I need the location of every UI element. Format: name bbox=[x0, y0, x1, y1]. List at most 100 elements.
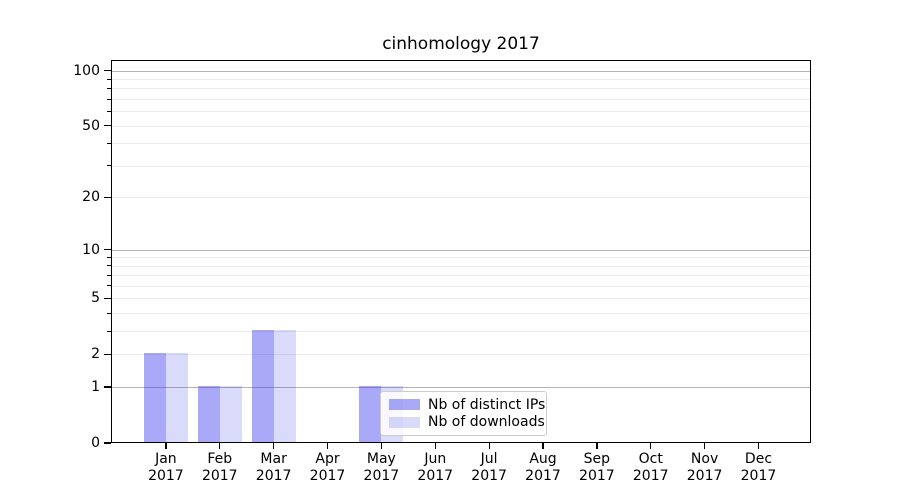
y-minor-tick-mark bbox=[107, 196, 111, 198]
bar-distinct-ips bbox=[359, 386, 382, 442]
legend-swatch-distinct-ips-icon bbox=[389, 399, 420, 411]
x-tick-year: 2017 bbox=[201, 468, 238, 484]
x-tick-mark bbox=[380, 443, 383, 449]
x-tick-mark bbox=[273, 443, 275, 449]
x-tick-label: Mar 2017 bbox=[242, 451, 306, 485]
x-tick-month: Dec bbox=[744, 451, 773, 467]
x-tick-month: May bbox=[366, 451, 396, 467]
legend-item: Nb of distinct IPs bbox=[389, 397, 545, 413]
bar-distinct-ips bbox=[197, 386, 220, 442]
legend-label-distinct-ips: Nb of distinct IPs bbox=[428, 396, 546, 413]
y-tick-mark bbox=[104, 442, 111, 444]
minor-gridline bbox=[112, 99, 810, 101]
x-tick-mark bbox=[650, 443, 652, 449]
x-tick-year: 2017 bbox=[471, 468, 507, 484]
bar-distinct-ips bbox=[143, 353, 166, 442]
bar-downloads bbox=[273, 330, 296, 442]
minor-gridline bbox=[112, 125, 810, 127]
x-tick-label: Jan 2017 bbox=[134, 451, 198, 485]
y-tick-label: 5 bbox=[91, 290, 100, 307]
y-minor-tick-mark bbox=[107, 87, 111, 89]
y-tick-label: 1 bbox=[91, 379, 100, 396]
x-tick-mark bbox=[165, 443, 167, 449]
x-tick-label: Feb 2017 bbox=[188, 451, 252, 485]
x-tick-label: Apr 2017 bbox=[296, 451, 360, 485]
legend-item: Nb of downloads bbox=[389, 414, 545, 430]
minor-gridline bbox=[112, 265, 810, 267]
minor-gridline bbox=[112, 197, 810, 199]
x-tick-label: Nov 2017 bbox=[673, 451, 737, 485]
x-tick-year: 2017 bbox=[309, 468, 346, 484]
x-tick-month: Jan bbox=[155, 451, 177, 467]
x-tick-label: Dec 2017 bbox=[726, 451, 790, 485]
x-tick-year: 2017 bbox=[255, 468, 292, 484]
legend: Nb of distinct IPs Nb of downloads bbox=[380, 391, 547, 436]
minor-gridline bbox=[112, 165, 810, 167]
x-tick-month: Jun bbox=[424, 451, 447, 467]
x-tick-month: Nov bbox=[690, 451, 719, 467]
bar-downloads bbox=[219, 386, 242, 442]
minor-gridline bbox=[112, 257, 810, 259]
x-tick-month: Feb bbox=[207, 451, 233, 467]
y-minor-tick-mark bbox=[107, 265, 111, 267]
plot-area bbox=[111, 60, 811, 443]
y-minor-tick-mark bbox=[107, 312, 111, 314]
x-tick-mark bbox=[326, 443, 329, 449]
x-tick-label: Oct 2017 bbox=[619, 451, 683, 485]
y-tick-mark bbox=[104, 386, 111, 388]
minor-gridline bbox=[112, 79, 810, 80]
minor-gridline bbox=[112, 331, 810, 333]
x-tick-year: 2017 bbox=[740, 468, 777, 484]
x-tick-label: Sep 2017 bbox=[565, 451, 629, 485]
x-tick-mark bbox=[219, 443, 221, 449]
y-minor-tick-mark bbox=[107, 330, 111, 332]
y-minor-tick-mark bbox=[107, 353, 111, 355]
y-minor-tick-mark bbox=[107, 256, 111, 258]
x-tick-year: 2017 bbox=[686, 468, 723, 484]
legend-swatch-downloads-icon bbox=[389, 416, 420, 428]
x-tick-month: Aug bbox=[529, 451, 557, 467]
y-tick-label: 100 bbox=[73, 62, 100, 79]
x-tick-month: Apr bbox=[315, 451, 340, 467]
y-tick-label: 10 bbox=[82, 241, 100, 258]
x-tick-mark bbox=[596, 443, 598, 449]
y-minor-tick-mark bbox=[107, 110, 111, 112]
x-tick-year: 2017 bbox=[525, 468, 561, 484]
y-minor-tick-mark bbox=[107, 165, 111, 167]
x-tick-month: Jul bbox=[480, 451, 498, 467]
x-tick-month: Oct bbox=[638, 451, 663, 467]
minor-gridline bbox=[112, 143, 810, 145]
x-tick-mark bbox=[542, 443, 544, 449]
x-tick-mark bbox=[488, 443, 490, 449]
minor-gridline bbox=[112, 313, 810, 315]
x-tick-month: Mar bbox=[260, 451, 287, 467]
x-tick-year: 2017 bbox=[632, 468, 669, 484]
major-gridline bbox=[112, 70, 810, 72]
x-tick-month: Sep bbox=[583, 451, 611, 467]
x-tick-label: Jun 2017 bbox=[403, 451, 467, 485]
bar-distinct-ips bbox=[251, 330, 274, 442]
x-tick-mark bbox=[434, 443, 436, 449]
x-tick-year: 2017 bbox=[148, 468, 184, 484]
minor-gridline bbox=[112, 88, 810, 90]
y-minor-tick-mark bbox=[107, 297, 111, 299]
y-minor-tick-mark bbox=[107, 78, 111, 80]
y-minor-tick-mark bbox=[107, 274, 111, 276]
x-tick-year: 2017 bbox=[363, 468, 400, 484]
x-tick-year: 2017 bbox=[579, 468, 615, 484]
y-minor-tick-mark bbox=[107, 142, 111, 144]
y-tick-label: 20 bbox=[82, 189, 100, 206]
x-tick-label: Jul 2017 bbox=[457, 451, 521, 485]
minor-gridline bbox=[112, 111, 810, 113]
y-tick-mark bbox=[104, 248, 111, 251]
y-tick-label: 2 bbox=[91, 346, 100, 363]
minor-gridline bbox=[112, 285, 810, 287]
y-tick-label: 0 bbox=[91, 435, 100, 451]
y-tick-mark bbox=[104, 69, 111, 72]
x-tick-year: 2017 bbox=[417, 468, 454, 484]
major-gridline bbox=[112, 249, 810, 251]
x-tick-label: May 2017 bbox=[349, 451, 413, 485]
minor-gridline bbox=[112, 275, 810, 277]
y-minor-tick-mark bbox=[107, 125, 111, 127]
